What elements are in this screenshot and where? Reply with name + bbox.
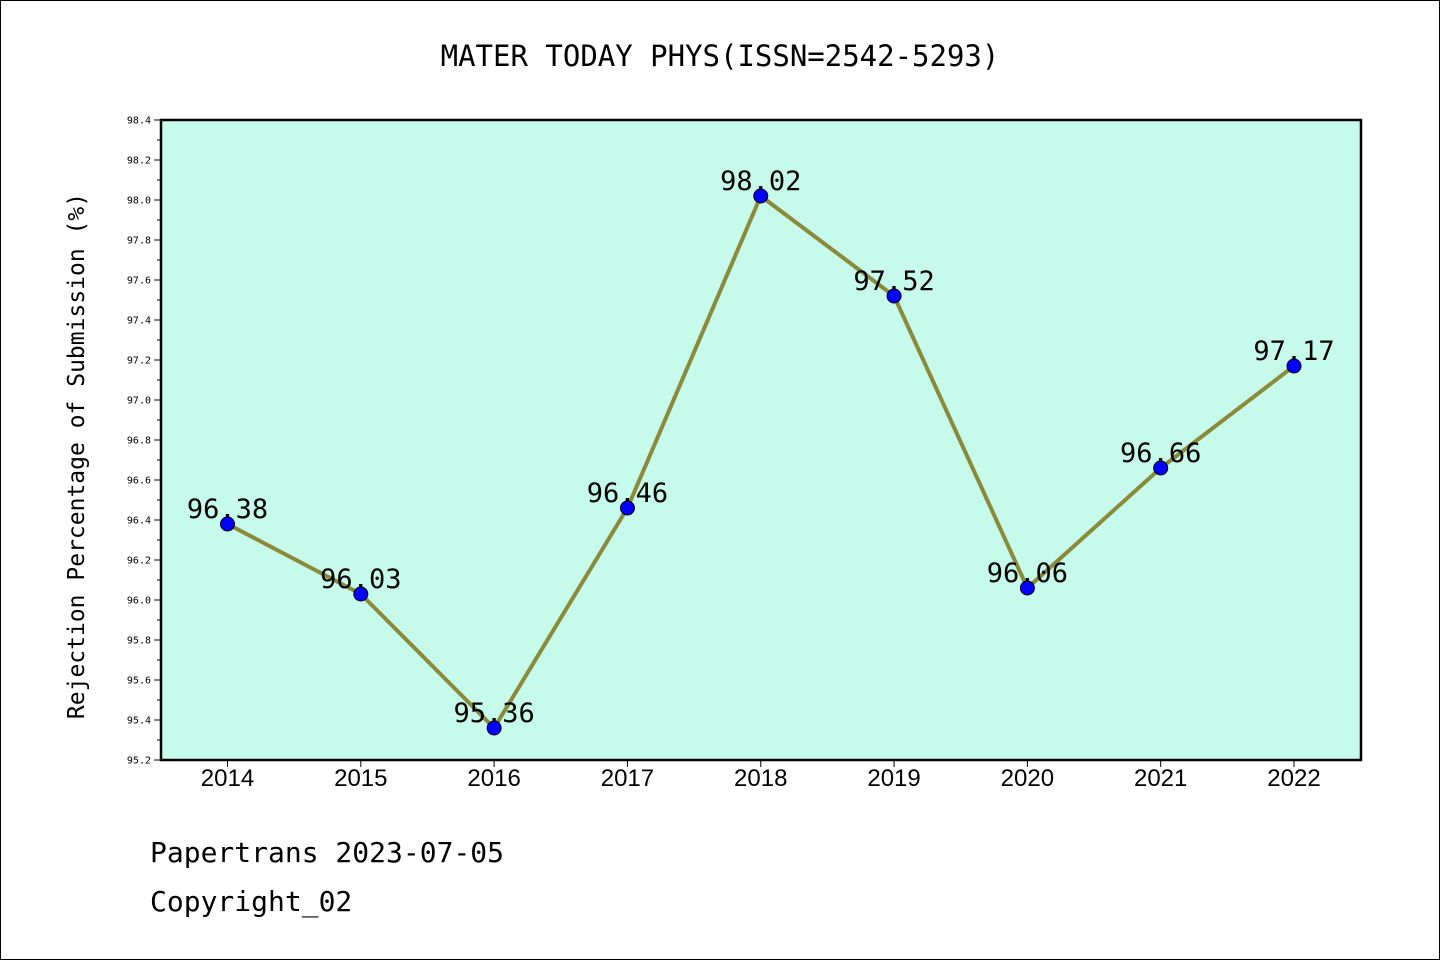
y-tick-label: 97.8	[127, 236, 151, 247]
y-tick-label: 95.8	[127, 636, 151, 647]
y-tick-label: 95.6	[127, 676, 151, 687]
data-point	[1286, 358, 1302, 374]
footer-copyright-label: Copyright_02	[150, 885, 353, 918]
y-tick-label: 98.2	[127, 156, 151, 167]
data-point	[220, 516, 235, 532]
data-point	[353, 586, 369, 602]
x-tick-label: 2017	[601, 765, 654, 792]
x-tick-label: 2014	[201, 765, 254, 792]
data-point	[886, 288, 902, 304]
x-tick-label: 2016	[467, 765, 520, 792]
y-tick-label: 97.0	[127, 396, 151, 407]
x-tick-label: 2015	[334, 765, 387, 792]
y-tick-label: 95.4	[127, 716, 151, 727]
y-tick-label: 95.2	[127, 756, 151, 767]
y-tick-label: 97.4	[127, 316, 151, 327]
x-tick-label: 2020	[1001, 765, 1054, 792]
data-point	[486, 720, 502, 736]
y-tick-label: 96.6	[127, 476, 151, 487]
x-tick-label: 2022	[1267, 765, 1320, 792]
x-tick-label: 2018	[734, 765, 787, 792]
plot-area	[161, 120, 1361, 760]
y-tick-label: 97.2	[127, 356, 151, 367]
y-tick-label: 96.4	[127, 516, 151, 527]
y-tick-label: 96.8	[127, 436, 151, 447]
y-tick-label: 98.0	[127, 196, 151, 207]
data-point	[1153, 460, 1169, 476]
data-point	[753, 188, 769, 204]
y-tick-label: 98.4	[127, 116, 151, 127]
plot-border	[159, 118, 1363, 762]
footer-date-label: Papertrans 2023-07-05	[150, 836, 505, 869]
y-tick-label: 96.0	[127, 596, 151, 607]
x-tick-label: 2019	[867, 765, 920, 792]
chart-title: MATER TODAY PHYS(ISSN=2542-5293)	[441, 39, 1000, 73]
data-point	[619, 500, 635, 516]
y-tick-label: 97.6	[127, 276, 151, 287]
x-tick-label: 2021	[1134, 765, 1187, 792]
data-point	[1019, 580, 1035, 596]
y-tick-label: 96.2	[127, 556, 151, 567]
y-axis-label: Rejection Percentage of Submission (%)	[64, 193, 90, 719]
